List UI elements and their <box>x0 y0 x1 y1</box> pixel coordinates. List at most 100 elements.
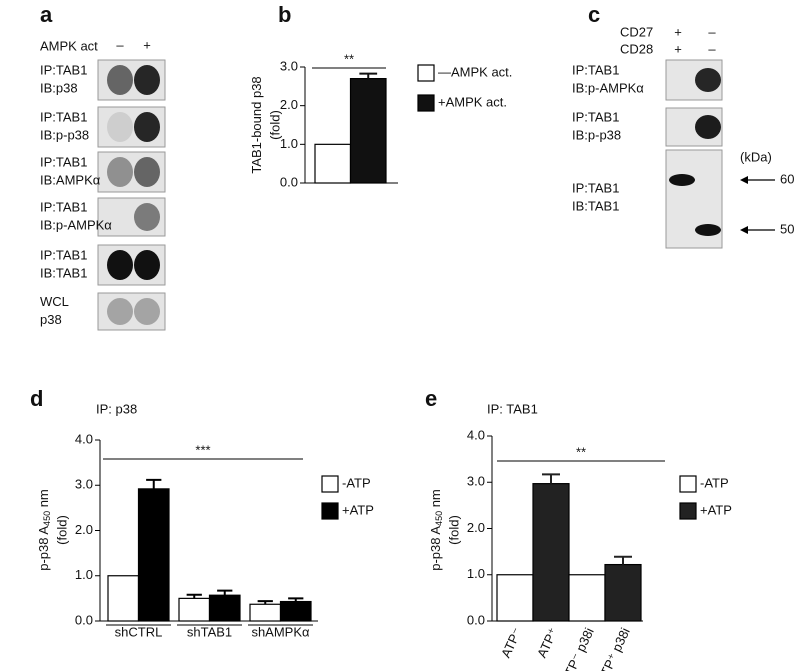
x-tick-label: ATP⁺ p38i <box>594 625 633 671</box>
bar <box>314 143 352 184</box>
significance-label: ** <box>344 51 354 66</box>
panel-letter: b <box>278 2 291 27</box>
blot-label: IP:TAB1 <box>40 62 87 77</box>
lane-label: – <box>116 37 124 52</box>
bar <box>178 597 211 622</box>
error-bar <box>359 72 378 79</box>
x-tick-label: shTAB1 <box>187 624 232 639</box>
band <box>134 157 160 187</box>
blot-label: IB:AMPKα <box>40 172 101 187</box>
error-bar <box>146 478 162 489</box>
y-axis-label: (fold) <box>54 515 69 545</box>
y-tick-label: 0.0 <box>75 612 93 627</box>
y-tick-label: 2.0 <box>75 522 93 537</box>
bar <box>568 574 606 622</box>
band <box>107 250 133 280</box>
bar <box>279 600 312 622</box>
lane-label: – <box>708 24 716 39</box>
blot <box>97 292 166 331</box>
significance-label: ** <box>576 444 586 459</box>
y-tick-label: 4.0 <box>75 431 93 446</box>
band <box>107 112 133 142</box>
y-axis-label: (fold) <box>267 110 282 140</box>
x-tick-label: ATP⁻ <box>498 625 525 660</box>
band <box>134 112 160 142</box>
blot-label: IB:p-p38 <box>40 127 89 142</box>
blot-label: IP:TAB1 <box>40 247 87 262</box>
legend-swatch <box>321 502 339 520</box>
bar <box>107 575 140 622</box>
y-tick-label: 1.0 <box>75 567 93 582</box>
bar <box>249 603 282 622</box>
legend-swatch <box>417 64 435 82</box>
y-axis-label-unit: nm <box>428 489 443 511</box>
blot-label: WCL <box>40 294 69 309</box>
x-tick-label: ATP⁻ p38i <box>558 625 597 671</box>
legend-swatch <box>417 94 435 112</box>
error-bar <box>217 589 233 596</box>
bar <box>137 488 170 622</box>
panel-letter: a <box>40 2 53 27</box>
treatment-label: AMPK act <box>40 38 98 53</box>
legend-swatch <box>321 475 339 493</box>
blot-label: IP:TAB1 <box>572 62 619 77</box>
band <box>107 65 133 95</box>
y-axis-label-part: p-p38 A <box>36 526 51 571</box>
y-tick-label: 1.0 <box>280 136 298 151</box>
band <box>695 224 721 236</box>
y-tick-label: 3.0 <box>467 474 485 489</box>
band <box>107 298 133 325</box>
bar <box>349 77 387 184</box>
lane-label: + <box>674 41 682 56</box>
blot-label: p38 <box>40 312 62 327</box>
band <box>107 157 133 187</box>
legend-label: +ATP <box>700 502 732 517</box>
y-axis-label: (fold) <box>446 515 461 545</box>
condition-label: CD27 <box>620 24 653 39</box>
band <box>134 250 160 280</box>
y-tick-label: 2.0 <box>467 520 485 535</box>
marker-label: 60 <box>780 171 794 186</box>
y-axis-label: TAB1-bound p38 <box>249 76 264 173</box>
significance-label: *** <box>195 442 210 457</box>
legend-label: -ATP <box>342 475 371 490</box>
y-tick-label: 2.0 <box>280 97 298 112</box>
legend-swatch <box>679 502 697 520</box>
condition-label: CD28 <box>620 41 653 56</box>
y-axis-label-sub: 450 <box>434 511 444 526</box>
lane-label: – <box>708 41 716 56</box>
x-tick-label: shAMPKα <box>251 624 310 639</box>
band <box>134 65 160 95</box>
panel-letter: e <box>425 386 437 411</box>
lane-label: + <box>143 37 151 52</box>
y-tick-label: 3.0 <box>280 58 298 73</box>
chart-title: IP: TAB1 <box>487 401 538 416</box>
blot-label: IB:p-AMPKα <box>40 217 112 232</box>
y-axis-label: p-p38 A450 nm <box>428 489 444 571</box>
panel-letter: c <box>588 2 600 27</box>
error-bar <box>186 593 202 599</box>
y-tick-label: 1.0 <box>467 566 485 581</box>
legend-label: +AMPK act. <box>438 94 507 109</box>
blot-label: IP:TAB1 <box>40 199 87 214</box>
error-bar <box>288 597 304 602</box>
bar <box>532 483 570 622</box>
blot-label: IB:TAB1 <box>572 198 619 213</box>
y-tick-label: 0.0 <box>280 174 298 189</box>
band <box>669 174 695 186</box>
error-bar <box>614 555 632 565</box>
y-axis-label-part: TAB1-bound p38 <box>249 76 264 173</box>
y-tick-label: 3.0 <box>75 477 93 492</box>
legend-swatch <box>679 475 697 493</box>
y-axis-label-sub: 450 <box>42 511 52 526</box>
bar <box>496 574 534 622</box>
panel-letter: d <box>30 386 43 411</box>
marker-label: 50 <box>780 221 794 236</box>
y-axis-label-unit: nm <box>36 489 51 511</box>
bar <box>604 563 642 622</box>
y-tick-label: 0.0 <box>467 612 485 627</box>
band <box>134 298 160 325</box>
y-axis-label-part: p-p38 A <box>428 526 443 571</box>
band <box>134 203 160 231</box>
